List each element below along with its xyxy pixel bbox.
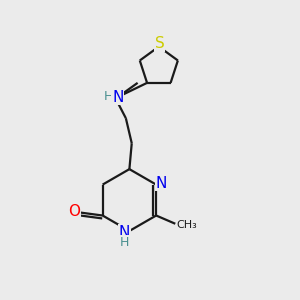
- Text: H: H: [119, 236, 129, 249]
- Text: N: N: [112, 89, 124, 104]
- Text: N: N: [156, 176, 167, 190]
- Text: CH₃: CH₃: [176, 220, 197, 230]
- Text: S: S: [155, 36, 165, 51]
- Text: O: O: [68, 204, 80, 219]
- Text: H: H: [103, 90, 113, 103]
- Text: N: N: [118, 225, 130, 240]
